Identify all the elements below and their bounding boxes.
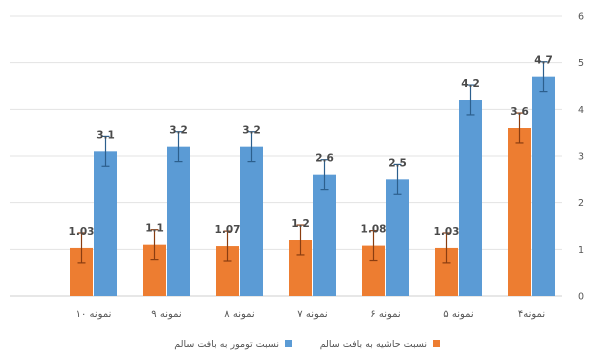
bar-tumor-ratio xyxy=(94,151,117,296)
bar-tumor-ratio xyxy=(240,146,263,296)
data-label: 1.08 xyxy=(361,224,387,236)
legend: نسبت حاشیه به بافت سالم نسبت تومور به باف… xyxy=(174,339,440,350)
y-axis-tick-labels: 0 1 2 3 4 5 6 xyxy=(578,12,584,303)
data-label: 3.1 xyxy=(96,129,115,141)
x-tick-label: نمونه۴ xyxy=(518,309,545,320)
y-tick-label: 1 xyxy=(578,245,584,256)
legend-swatch xyxy=(433,340,440,347)
y-tick-label: 0 xyxy=(578,292,584,303)
y-tick-label: 3 xyxy=(578,152,584,163)
bar-margin-ratio xyxy=(143,244,166,296)
bar-tumor-ratio xyxy=(313,174,336,296)
bar-series: 3.6 4.7 1.03 4.2 1.08 2.5 1.2 2.6 1.07 3.2 1.1 3.2 1… xyxy=(69,55,555,297)
data-label: 3.2 xyxy=(169,125,188,137)
bar-margin-ratio xyxy=(508,128,531,296)
data-label: 3.2 xyxy=(242,125,261,137)
x-axis-tick-labels: نمونه۴ نمونه ۵ نمونه ۶ نمونه ۷ نمونه ۸ نمونه … xyxy=(76,309,546,320)
bar-margin-ratio xyxy=(289,240,312,296)
x-tick-label: نمونه ۵ xyxy=(443,309,473,320)
legend-swatch xyxy=(285,340,292,347)
data-label: 4.7 xyxy=(534,55,553,67)
data-label: 3.6 xyxy=(510,106,529,118)
data-label: 1.1 xyxy=(145,223,164,235)
x-tick-label: نمونه ۷ xyxy=(297,309,327,320)
bar-tumor-ratio xyxy=(459,100,482,296)
data-label: 1.07 xyxy=(215,224,241,236)
bar-margin-ratio xyxy=(216,246,239,296)
x-tick-label: نمونه ۸ xyxy=(224,309,254,320)
x-tick-label: نمونه ۶ xyxy=(370,309,400,320)
legend-label: نسبت حاشیه به بافت سالم xyxy=(320,339,427,350)
x-tick-label: نمونه ۹ xyxy=(151,309,181,320)
legend-label: نسبت تومور به بافت سالم xyxy=(174,339,279,350)
y-tick-label: 4 xyxy=(578,105,584,116)
y-tick-label: 5 xyxy=(578,58,584,69)
data-label: 2.6 xyxy=(315,153,334,165)
x-tick-label: نمونه ۱۰ xyxy=(76,309,112,320)
data-label: 2.5 xyxy=(388,157,407,169)
y-tick-label: 2 xyxy=(578,198,584,209)
y-tick-label: 6 xyxy=(578,12,584,23)
bar-tumor-ratio xyxy=(386,179,409,296)
bar-tumor-ratio xyxy=(532,76,555,297)
bar-margin-ratio xyxy=(70,247,93,296)
data-label: 1.03 xyxy=(69,226,95,238)
data-label: 1.2 xyxy=(291,218,310,230)
bar-tumor-ratio xyxy=(167,146,190,296)
data-label: 1.03 xyxy=(434,226,460,238)
bar-margin-ratio xyxy=(362,245,385,296)
bar-margin-ratio xyxy=(435,247,458,296)
data-label: 4.2 xyxy=(461,78,480,90)
